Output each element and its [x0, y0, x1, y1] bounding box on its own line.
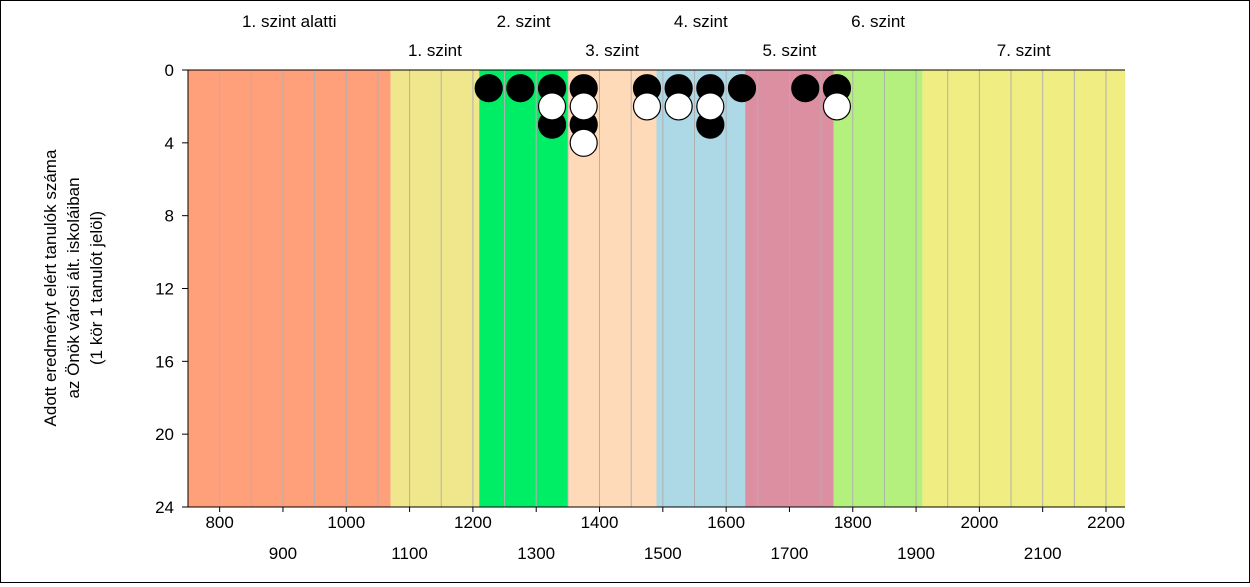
- black-point: [506, 74, 535, 103]
- band-7: [833, 70, 923, 507]
- x-tick-label: 1600: [707, 513, 745, 532]
- x-tick-label: 1500: [644, 544, 682, 563]
- x-tick-label: 900: [269, 544, 297, 563]
- y-tick-label: 24: [155, 498, 174, 517]
- band-label: 7. szint: [997, 41, 1051, 60]
- band-label: 1. szint alatti: [242, 12, 337, 31]
- band-label: 6. szint: [851, 12, 905, 31]
- black-point: [727, 74, 757, 103]
- band-1: [188, 70, 391, 507]
- x-tick-label: 2200: [1087, 513, 1125, 532]
- black-point: [474, 74, 503, 103]
- white-point: [822, 92, 852, 121]
- x-tick-label: 800: [205, 513, 233, 532]
- y-label-line: Adott eredményt elért tanulók száma: [41, 149, 60, 426]
- y-label-group: Adott eredményt elért tanulók száma az Ön…: [41, 149, 106, 426]
- x-tick-label: 1400: [581, 513, 619, 532]
- x-tick-label: 2100: [1024, 544, 1062, 563]
- level-bands: [188, 70, 1125, 507]
- y-tick-label: 20: [155, 425, 174, 444]
- y-tick-label: 16: [155, 352, 174, 371]
- white-point: [696, 92, 725, 121]
- band-label: 1. szint: [408, 41, 462, 60]
- y-tick-label: 0: [165, 61, 174, 80]
- band-label: 3. szint: [585, 41, 639, 60]
- band-labels: 1. szint alatti 1. szint 2. szint 3. szint 4…: [242, 12, 1051, 60]
- vertical-gridlines: [219, 70, 1107, 507]
- band-label: 2. szint: [497, 12, 551, 31]
- x-tick-label: 1900: [897, 544, 935, 563]
- axes: 0 4 8 12 16 20 24 800 1000 1200 1400 1600 1800 2000 22…: [155, 61, 1125, 563]
- band-5: [656, 70, 746, 507]
- y-label-line: az Önök városi ált. iskoláiban: [64, 177, 83, 398]
- white-point: [632, 92, 662, 121]
- y-tick-label: 12: [155, 280, 174, 299]
- data-points: [474, 74, 852, 157]
- band-8: [922, 70, 1125, 507]
- x-tick-label: 2000: [960, 513, 998, 532]
- x-tick-label: 1000: [327, 513, 365, 532]
- x-tick-label: 1800: [834, 513, 872, 532]
- x-tick-label: 1300: [517, 544, 555, 563]
- white-point: [664, 92, 693, 121]
- white-point: [569, 92, 598, 121]
- y-label-line: (1 kör 1 tanulót jelöl): [87, 211, 106, 365]
- y-tick-label: 4: [165, 134, 174, 153]
- band-label: 5. szint: [763, 41, 817, 60]
- y-axis-label: Adott eredményt elért tanulók száma az Ön…: [41, 149, 106, 426]
- band-2: [390, 70, 480, 507]
- white-point: [537, 92, 567, 121]
- x-tick-label: 1700: [771, 544, 809, 563]
- black-point: [791, 74, 820, 103]
- white-point: [569, 128, 598, 157]
- x-tick-label: 1100: [391, 544, 428, 563]
- x-tick-label: 1200: [454, 513, 492, 532]
- band-3: [479, 70, 568, 507]
- band-label: 4. szint: [674, 12, 728, 31]
- y-tick-label: 8: [165, 207, 174, 226]
